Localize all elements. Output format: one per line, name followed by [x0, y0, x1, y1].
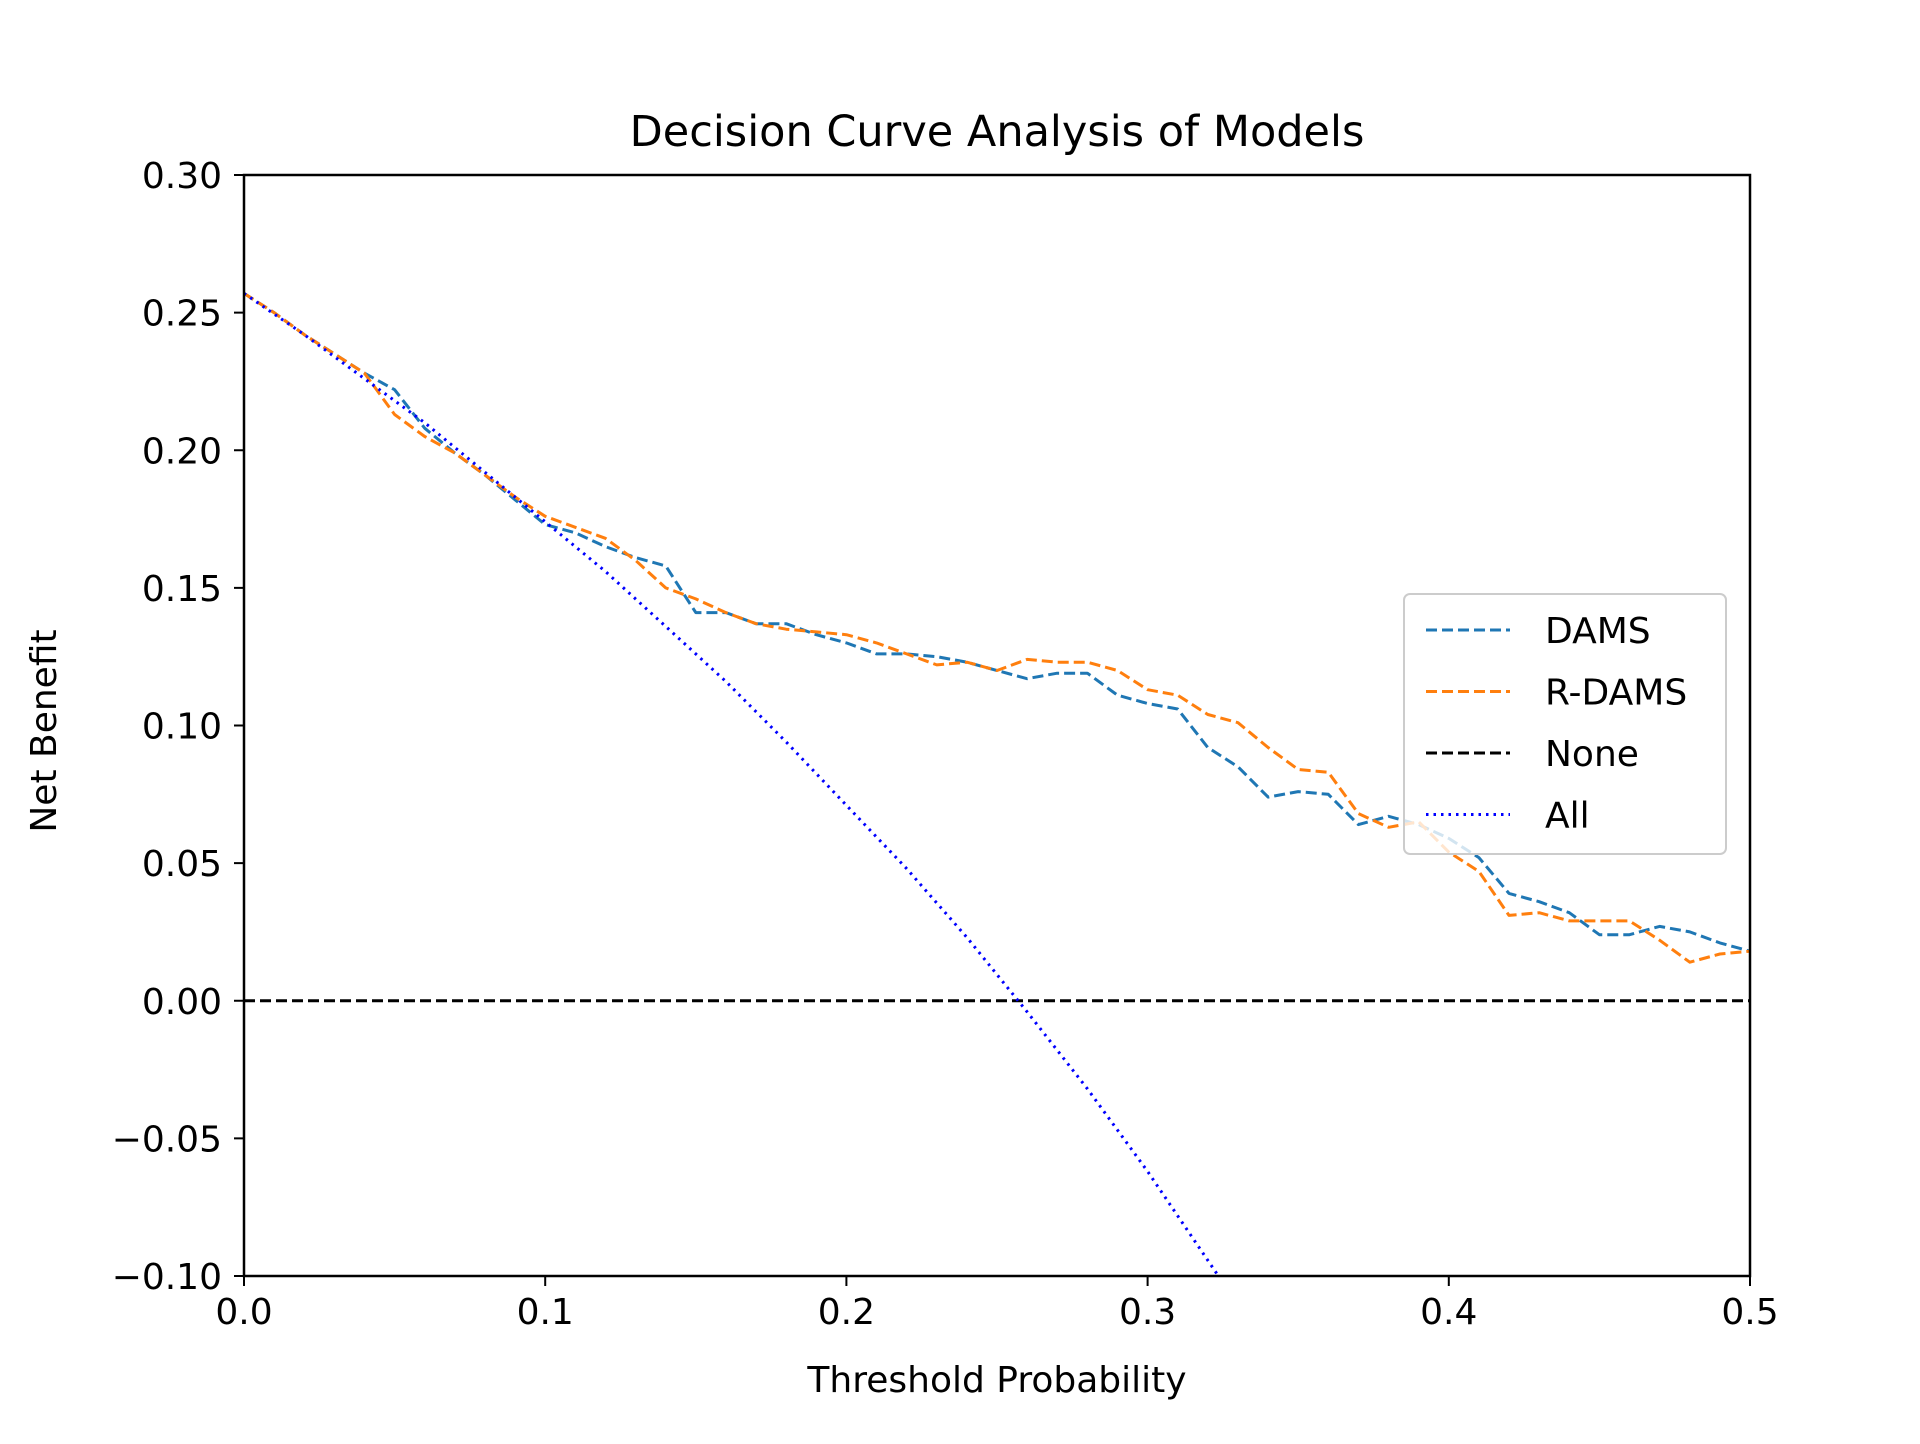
- x-tick-label: 0.1: [517, 1292, 574, 1333]
- y-tick-label: −0.05: [112, 1119, 222, 1160]
- x-tick-label: 0.0: [215, 1292, 272, 1333]
- y-tick-label: 0.00: [142, 982, 222, 1023]
- legend-label: All: [1545, 796, 1590, 837]
- x-tick-label: 0.2: [818, 1292, 875, 1333]
- y-tick-label: 0.20: [142, 431, 222, 472]
- legend-box: [1403, 593, 1727, 855]
- legend: DAMS R-DAMS None All: [1403, 593, 1727, 855]
- y-tick-label: 0.15: [142, 569, 222, 610]
- legend-label: DAMS: [1545, 611, 1651, 652]
- y-tick-label: −0.10: [112, 1257, 222, 1298]
- axis-ticks: 0.0 0.1 0.2 0.3 0.4 0.5 0.30 0.25 0.20 0.15 0.10 0.…: [112, 156, 1779, 1333]
- legend-label: None: [1545, 734, 1639, 775]
- chart-title: Decision Curve Analysis of Models: [630, 107, 1365, 157]
- x-axis-label: Threshold Probability: [806, 1360, 1186, 1401]
- y-tick-label: 0.30: [142, 156, 222, 197]
- x-tick-label: 0.3: [1119, 1292, 1176, 1333]
- y-axis-label: Net Benefit: [24, 629, 65, 832]
- y-tick-label: 0.10: [142, 707, 222, 748]
- y-tick-label: 0.05: [142, 844, 222, 885]
- x-tick-label: 0.5: [1721, 1292, 1778, 1333]
- series-line-r-dams: [244, 292, 1750, 964]
- x-tick-label: 0.4: [1420, 1292, 1477, 1333]
- series-line-all: [244, 292, 1220, 1276]
- series-line-dams: [244, 292, 1750, 953]
- series-lines: [244, 292, 1750, 1276]
- legend-label: R-DAMS: [1545, 673, 1687, 714]
- y-tick-label: 0.25: [142, 294, 222, 335]
